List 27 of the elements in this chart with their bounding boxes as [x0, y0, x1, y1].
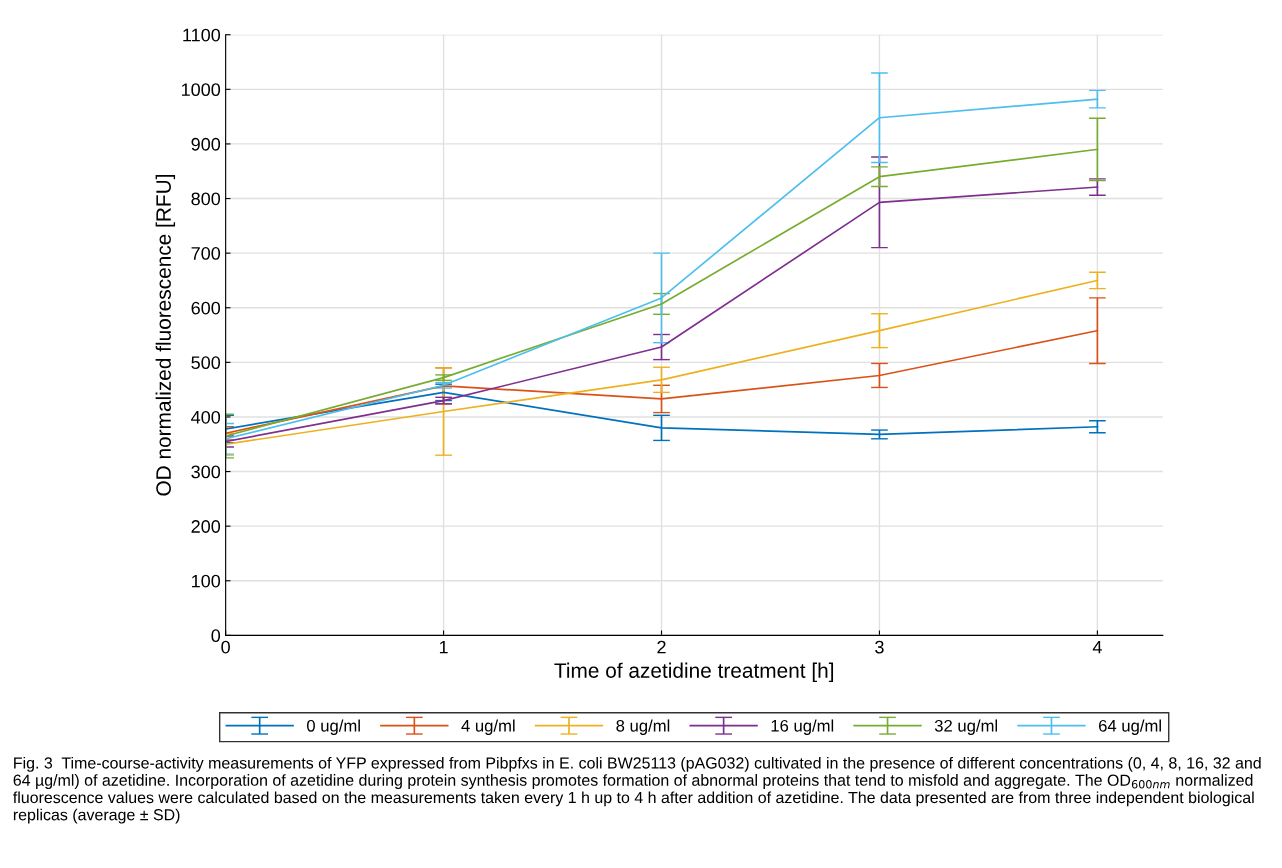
- y-tick-label: 400: [191, 410, 221, 424]
- legend-label: 16 ug/ml: [771, 719, 834, 735]
- y-axis-title: OD normalized fluorescence [RFU]: [155, 175, 176, 496]
- x-axis-title: Time of azetidine treatment [h]: [554, 662, 834, 683]
- y-tick-label: 1100: [183, 28, 221, 42]
- y-tick-label: 300: [191, 465, 221, 479]
- x-tick-label: 1: [439, 640, 448, 654]
- y-tick-label: 500: [191, 356, 221, 370]
- y-tick-label: 0: [211, 629, 221, 643]
- x-tick-label: 0: [221, 640, 230, 654]
- legend-label: 4 ug/ml: [461, 719, 515, 735]
- y-tick-label: 700: [191, 247, 221, 260]
- legend-label: 64 ug/ml: [1098, 719, 1161, 735]
- legend-label: 0 ug/ml: [307, 719, 360, 735]
- legend-label: 32 ug/ml: [934, 719, 998, 735]
- y-tick-label: 800: [191, 192, 221, 206]
- x-tick-label: 2: [657, 640, 666, 654]
- x-tick-label: 3: [875, 640, 884, 654]
- y-tick-label: 200: [191, 520, 221, 533]
- line-series: [225, 391, 1099, 436]
- x-tick-label: 4: [1092, 640, 1102, 654]
- legend-label: 8 ug/ml: [616, 719, 670, 735]
- y-tick-label: 900: [191, 137, 221, 151]
- y-tick-label: 1000: [181, 83, 221, 97]
- caption: Fig. 3 Time-course-activity measurements of YFP expressed from Pibpfxs in E. coli BW25113 (pAG032) cultivated in the presence of different concentrations (0, 4, 8, 16, 32 and 64 µg/ml) of azetidine. Incorporation of azetidine during protein synthesis promotes formation of abnormal proteins that tend to misfold and aggregate. The OD$_{600nm}$ normalized fluorescence values were calculated based on the measurements taken every 1 h up to 4 h after addition of azetidine. The data presented are from three independent biological replicas (average ± SD): [13, 756, 1261, 824]
- y-tick-label: 600: [191, 301, 221, 315]
- y-tick-label: 100: [192, 574, 221, 588]
